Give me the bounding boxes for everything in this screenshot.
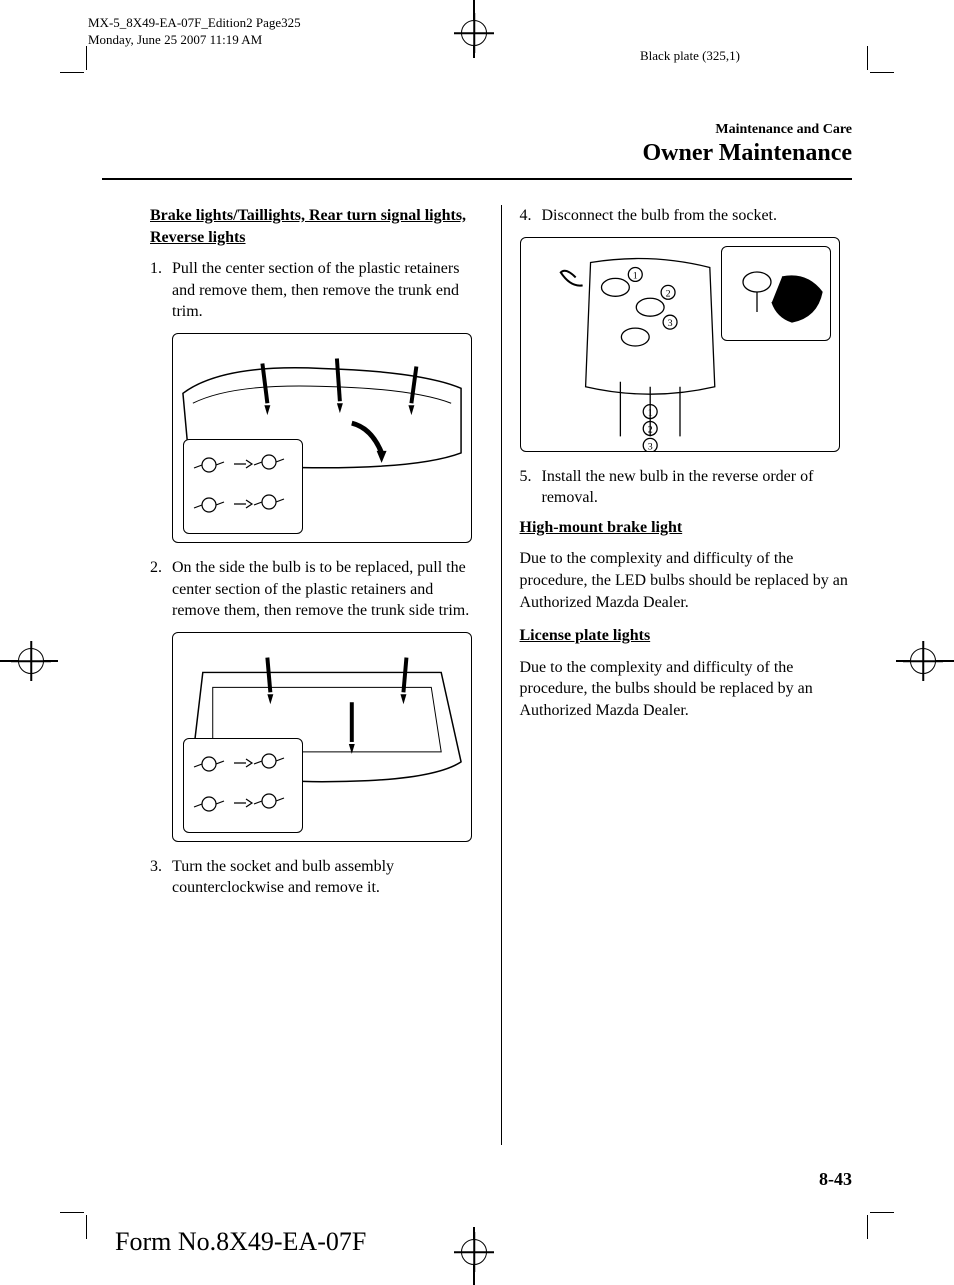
paragraph-high-mount: Due to the complexity and difficulty of … xyxy=(520,548,853,613)
right-column: 4. Disconnect the bulb from the socket. … xyxy=(501,205,853,1145)
header-rule xyxy=(102,178,852,180)
step-1: 1. Pull the center section of the plasti… xyxy=(150,258,483,323)
step-number: 1. xyxy=(150,258,172,323)
step-number: 2. xyxy=(150,557,172,622)
subsection-title-license-plate: License plate lights xyxy=(520,625,853,647)
plate-info: Black plate (325,1) xyxy=(640,48,740,64)
figure-inset-retainers xyxy=(183,439,303,534)
step-text: Disconnect the bulb from the socket. xyxy=(542,205,853,227)
corner-mark xyxy=(60,1212,84,1213)
print-header-info: MX-5_8X49-EA-07F_Edition2 Page325 Monday… xyxy=(88,15,301,49)
step-2: 2. On the side the bulb is to be replace… xyxy=(150,557,483,622)
svg-text:1: 1 xyxy=(647,407,652,418)
paragraph-license-plate: Due to the complexity and difficulty of … xyxy=(520,657,853,722)
step-number: 5. xyxy=(520,466,542,509)
category-label: Maintenance and Care xyxy=(642,122,852,138)
corner-mark xyxy=(86,1215,87,1239)
step-text: On the side the bulb is to be replaced, … xyxy=(172,557,483,622)
corner-mark xyxy=(870,1212,894,1213)
registration-mark-left xyxy=(18,648,44,674)
figure-trunk-side-trim xyxy=(172,632,472,842)
corner-mark xyxy=(867,46,868,70)
step-4: 4. Disconnect the bulb from the socket. xyxy=(520,205,853,227)
corner-mark xyxy=(870,72,894,73)
timestamp: Monday, June 25 2007 11:19 AM xyxy=(88,32,301,49)
subsection-title: Brake lights/Taillights, Rear turn signa… xyxy=(150,205,483,248)
corner-mark xyxy=(867,1215,868,1239)
registration-mark-top xyxy=(461,20,487,46)
step-number: 3. xyxy=(150,856,172,899)
step-number: 4. xyxy=(520,205,542,227)
registration-mark-bottom xyxy=(461,1239,487,1265)
svg-text:3: 3 xyxy=(647,441,652,452)
left-column: Brake lights/Taillights, Rear turn signa… xyxy=(150,205,501,1145)
step-text: Turn the socket and bulb assembly counte… xyxy=(172,856,483,899)
step-5: 5. Install the new bulb in the reverse o… xyxy=(520,466,853,509)
registration-mark-right xyxy=(910,648,936,674)
step-3: 3. Turn the socket and bulb assembly cou… xyxy=(150,856,483,899)
doc-id: MX-5_8X49-EA-07F_Edition2 Page325 xyxy=(88,15,301,32)
svg-text:3: 3 xyxy=(667,318,672,329)
form-number: Form No.8X49-EA-07F xyxy=(115,1227,366,1257)
content-area: Brake lights/Taillights, Rear turn signa… xyxy=(150,205,852,1145)
figure-inset-bulb-hand xyxy=(721,246,831,341)
page-number: 8-43 xyxy=(819,1169,852,1190)
figure-trunk-end-trim xyxy=(172,333,472,543)
corner-mark xyxy=(86,46,87,70)
subsection-title-high-mount: High-mount brake light xyxy=(520,517,853,539)
svg-text:2: 2 xyxy=(665,288,670,299)
step-text: Pull the center section of the plastic r… xyxy=(172,258,483,323)
step-text: Install the new bulb in the reverse orde… xyxy=(542,466,853,509)
section-title: Owner Maintenance xyxy=(642,140,852,167)
corner-mark xyxy=(60,72,84,73)
page-header: Maintenance and Care Owner Maintenance xyxy=(642,122,852,167)
figure-bulb-disconnect: 1 2 3 1 2 3 xyxy=(520,237,840,452)
svg-text:2: 2 xyxy=(647,424,652,435)
figure-inset-retainers xyxy=(183,738,303,833)
svg-text:1: 1 xyxy=(632,270,637,281)
